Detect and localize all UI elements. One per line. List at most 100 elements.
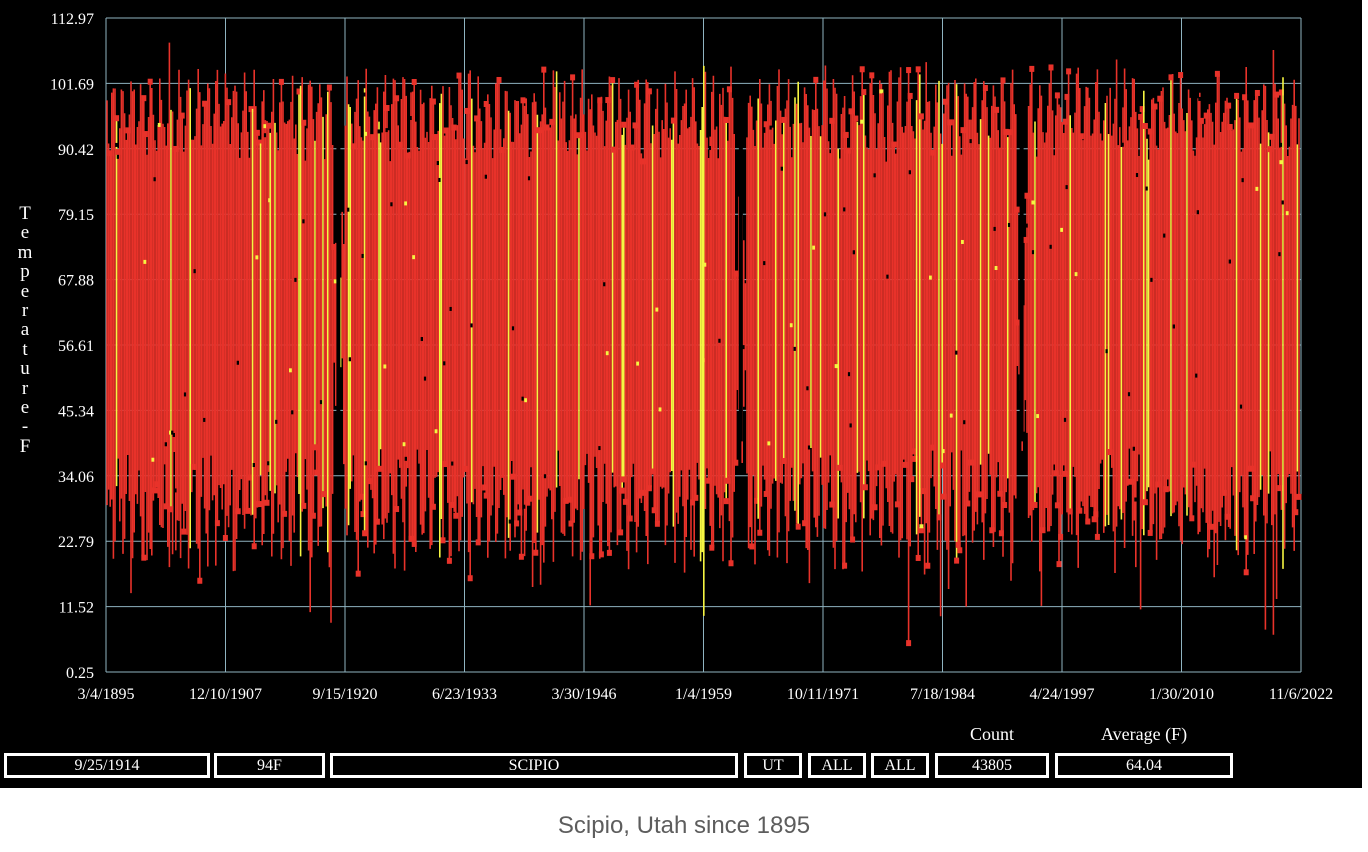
missing-value-marker — [443, 361, 447, 366]
daily-high-marker — [278, 78, 284, 85]
highlight-marker — [364, 131, 369, 136]
y-tick-label: 90.42 — [58, 142, 94, 159]
missing-value-marker — [1172, 324, 1176, 329]
daily-low-marker — [1067, 508, 1073, 515]
missing-value-marker — [1196, 210, 1200, 215]
daily-high-marker — [114, 115, 120, 122]
daily-high-marker — [982, 85, 988, 92]
daily-high-marker — [906, 67, 912, 74]
missing-value-marker — [1121, 142, 1125, 147]
daily-low-marker — [525, 499, 531, 506]
daily-high-marker — [248, 106, 254, 113]
daily-high-marker — [1142, 123, 1148, 130]
daily-high-marker — [1248, 122, 1254, 129]
daily-low-marker — [646, 485, 652, 492]
daily-low-marker — [1142, 499, 1148, 506]
daily-high-marker — [266, 122, 272, 129]
highlight-marker — [919, 524, 924, 529]
daily-high-marker — [597, 97, 603, 104]
missing-value-marker — [718, 338, 722, 343]
daily-high-marker — [859, 66, 865, 73]
missing-value-marker — [1145, 186, 1149, 191]
x-tick-label: 3/4/1895 — [78, 686, 135, 703]
missing-value-marker — [1281, 200, 1285, 205]
y-axis-label-letter: e — [20, 397, 30, 418]
daily-low-marker — [301, 502, 307, 509]
daily-high-marker — [1242, 94, 1248, 101]
daily-low-marker — [621, 476, 627, 483]
daily-high-marker — [1064, 93, 1070, 100]
daily-low-marker — [757, 529, 763, 536]
daily-high-marker — [1198, 117, 1204, 124]
daily-low-marker — [360, 511, 366, 518]
daily-high-marker — [179, 112, 185, 119]
daily-high-marker — [576, 132, 582, 139]
highlight-marker — [1036, 414, 1041, 419]
missing-value-marker — [183, 392, 187, 397]
highlight-marker — [255, 255, 260, 260]
daily-low-marker — [939, 462, 945, 469]
daily-high-marker — [1139, 106, 1145, 113]
daily-high-marker — [202, 100, 208, 107]
daily-low-marker — [627, 515, 633, 522]
daily-high-marker — [1267, 146, 1273, 153]
x-tick-label: 7/18/1984 — [910, 686, 975, 703]
missing-value-marker — [963, 420, 967, 425]
filter-two-field[interactable]: ALL — [871, 753, 929, 778]
daily-high-marker — [646, 88, 652, 95]
daily-high-marker — [733, 270, 739, 277]
date-field[interactable]: 9/25/1914 — [4, 753, 210, 778]
y-axis-label-letter: T — [19, 203, 31, 224]
daily-high-marker — [1000, 77, 1006, 84]
daily-low-marker — [968, 459, 974, 466]
daily-low-marker — [467, 575, 473, 582]
daily-high-marker — [147, 78, 153, 85]
daily-low-marker — [483, 492, 489, 499]
missing-value-marker — [153, 177, 157, 182]
missing-value-marker — [793, 346, 797, 351]
missing-value-marker — [742, 345, 746, 350]
missing-value-marker — [263, 133, 267, 138]
missing-value-marker — [1132, 446, 1136, 451]
daily-low-marker — [640, 489, 646, 496]
daily-low-marker — [197, 577, 203, 584]
missing-value-marker — [807, 445, 811, 450]
missing-value-marker — [543, 474, 547, 479]
daily-low-marker — [1054, 502, 1060, 509]
daily-high-marker — [1227, 123, 1233, 130]
missing-value-marker — [1134, 497, 1138, 502]
temperature-field[interactable]: 94F — [214, 753, 325, 778]
daily-low-marker — [1056, 561, 1062, 568]
daily-low-marker — [517, 509, 523, 516]
daily-low-marker — [141, 554, 147, 561]
daily-low-marker — [514, 520, 520, 527]
daily-low-marker — [366, 478, 372, 485]
highlight-marker — [994, 266, 999, 271]
daily-high-marker — [861, 89, 867, 96]
daily-low-marker — [872, 504, 878, 511]
highlight-marker — [289, 368, 293, 373]
missing-value-marker — [908, 170, 912, 175]
daily-low-marker — [1002, 502, 1008, 509]
filter-one-field[interactable]: ALL — [808, 753, 866, 778]
daily-high-marker — [331, 243, 337, 250]
daily-high-marker — [891, 141, 897, 148]
highlight-marker — [404, 201, 409, 206]
daily-high-marker — [1168, 74, 1174, 81]
missing-value-marker — [203, 417, 207, 422]
station-field[interactable]: SCIPIO — [330, 753, 738, 778]
missing-value-marker — [1239, 404, 1243, 409]
daily-high-marker — [781, 116, 787, 123]
daily-low-marker — [862, 484, 868, 491]
missing-value-marker — [404, 456, 408, 461]
y-tick-label: 22.79 — [58, 534, 94, 551]
daily-high-marker — [394, 95, 400, 102]
daily-high-marker — [853, 115, 859, 122]
average-header: Average (F) — [1100, 724, 1188, 744]
daily-low-marker — [754, 497, 760, 504]
state-field[interactable]: UT — [744, 753, 802, 778]
y-axis-label-letter: e — [20, 280, 30, 302]
daily-high-marker — [125, 127, 131, 134]
daily-high-marker — [549, 118, 555, 125]
missing-value-marker — [993, 226, 997, 231]
